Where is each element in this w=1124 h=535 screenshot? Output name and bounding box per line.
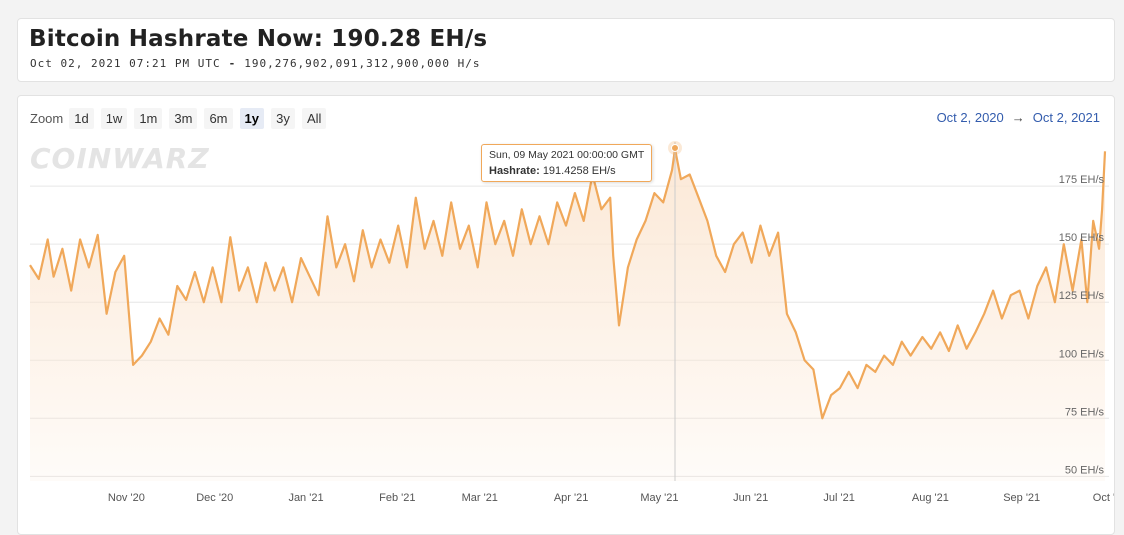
y-tick-label: 150 EH/s bbox=[1059, 232, 1105, 244]
y-tick-label: 50 EH/s bbox=[1065, 464, 1105, 476]
tooltip-value: 191.4258 EH/s bbox=[542, 165, 616, 177]
zoom-3y-button[interactable]: 3y bbox=[270, 108, 295, 129]
zoom-all-button[interactable]: All bbox=[301, 108, 327, 129]
x-tick-label: Jun '21 bbox=[733, 492, 768, 504]
zoom-3m-button[interactable]: 3m bbox=[169, 108, 198, 129]
x-tick-label: Jan '21 bbox=[288, 492, 323, 504]
range-to[interactable]: Oct 2, 2021 bbox=[1032, 110, 1100, 125]
y-tick-label: 175 EH/s bbox=[1059, 174, 1105, 186]
zoom-label: Zoom bbox=[30, 111, 64, 126]
hashrate-area bbox=[30, 149, 1105, 481]
area-fill bbox=[30, 149, 1105, 481]
hover-layer bbox=[668, 140, 682, 481]
header-subtitle: Oct 02, 2021 07:21 PM UTC -190,276,902,09… bbox=[30, 57, 481, 70]
tooltip-date: Sun, 09 May 2021 00:00:00 GMT bbox=[489, 149, 645, 161]
chart-tooltip: Sun, 09 May 2021 00:00:00 GMT Hashrate: … bbox=[481, 144, 653, 182]
x-tick-label: Apr '21 bbox=[554, 492, 589, 504]
chart-card: Zoom 1d 1w 1m 3m 6m 1y 3y All Oct 2, 202… bbox=[17, 95, 1115, 535]
x-tick-label: Oct '21 bbox=[1093, 492, 1114, 504]
coinwarz-watermark: COINWARZ bbox=[30, 142, 210, 175]
y-tick-label: 100 EH/s bbox=[1059, 348, 1105, 360]
header-hashrate-full: 190,276,902,091,312,900,000 H/s bbox=[244, 57, 481, 70]
series-line bbox=[29, 147, 1107, 420]
zoom-bar: Zoom 1d 1w 1m 3m 6m 1y 3y All bbox=[30, 108, 333, 129]
x-tick-label: Sep '21 bbox=[1003, 492, 1040, 504]
y-axis: 50 EH/s 75 EH/s 100 EH/s 125 EH/s 150 EH/s 17… bbox=[1059, 174, 1105, 476]
zoom-6m-button[interactable]: 6m bbox=[204, 108, 233, 129]
date-range: Oct 2, 2020 → Oct 2, 2021 bbox=[937, 110, 1100, 125]
range-arrow-icon: → bbox=[1011, 110, 1025, 125]
zoom-1d-button[interactable]: 1d bbox=[69, 108, 94, 129]
x-tick-label: Aug '21 bbox=[912, 492, 949, 504]
tooltip-key: Hashrate: bbox=[489, 165, 540, 177]
x-tick-label: Mar '21 bbox=[462, 492, 498, 504]
page-title: Bitcoin Hashrate Now: 190.28 EH/s bbox=[29, 26, 488, 52]
x-tick-label: May '21 bbox=[640, 492, 678, 504]
header-card: Bitcoin Hashrate Now: 190.28 EH/s Oct 02… bbox=[17, 18, 1115, 82]
header-separator: - bbox=[228, 57, 237, 70]
range-from[interactable]: Oct 2, 2020 bbox=[936, 110, 1004, 125]
header-timestamp: Oct 02, 2021 07:21 PM UTC bbox=[30, 57, 221, 70]
hover-point[interactable] bbox=[671, 143, 679, 152]
x-tick-label: Dec '20 bbox=[196, 492, 233, 504]
zoom-1m-button[interactable]: 1m bbox=[134, 108, 163, 129]
x-axis: Nov '20 Dec '20 Jan '21 Feb '21 Mar '21 Apr '… bbox=[108, 492, 1114, 504]
zoom-1w-button[interactable]: 1w bbox=[100, 108, 128, 129]
hashrate-chart[interactable]: 50 EH/s 75 EH/s 100 EH/s 125 EH/s 150 EH/s 17… bbox=[18, 96, 1114, 526]
x-tick-label: Feb '21 bbox=[379, 492, 415, 504]
zoom-1y-button[interactable]: 1y bbox=[239, 108, 264, 129]
y-tick-label: 125 EH/s bbox=[1059, 290, 1105, 302]
y-tick-label: 75 EH/s bbox=[1065, 406, 1105, 418]
x-tick-label: Nov '20 bbox=[108, 492, 145, 504]
hashrate-line[interactable] bbox=[29, 147, 1107, 420]
x-tick-label: Jul '21 bbox=[823, 492, 854, 504]
